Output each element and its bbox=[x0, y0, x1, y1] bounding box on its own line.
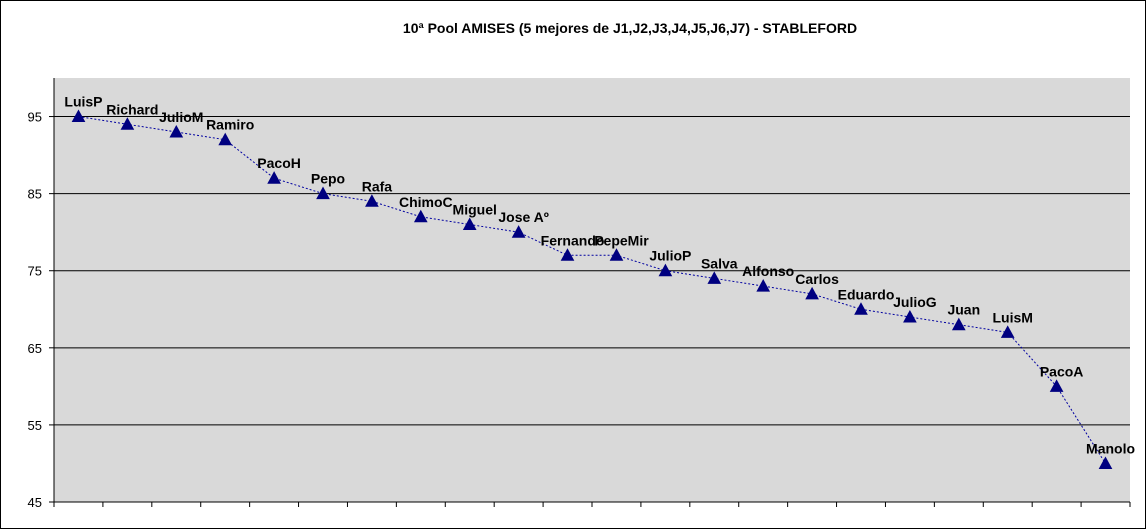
data-point-label: Manolo bbox=[1086, 440, 1135, 456]
data-point-marker bbox=[71, 109, 86, 122]
data-point-marker bbox=[316, 186, 330, 200]
data-point-label: JulioP bbox=[649, 248, 691, 264]
data-point-label: JulioG bbox=[893, 294, 937, 310]
y-tick-label: 65 bbox=[28, 341, 42, 356]
data-point-marker bbox=[854, 302, 868, 315]
data-point-label: Pepo bbox=[311, 171, 345, 187]
data-point-marker bbox=[560, 248, 575, 261]
data-point-label: JulioM bbox=[159, 109, 203, 125]
data-point-marker bbox=[218, 132, 233, 146]
plot-area bbox=[54, 78, 1130, 502]
data-point-label: Miguel bbox=[453, 201, 497, 217]
data-point-marker bbox=[1098, 456, 1113, 469]
data-point-marker bbox=[511, 225, 526, 238]
data-point-marker bbox=[805, 286, 819, 300]
data-point-label: PacoH bbox=[257, 155, 301, 171]
y-axis-ticks: 45 55 65 75 85 95 bbox=[28, 110, 54, 510]
data-point-marker bbox=[756, 279, 771, 292]
data-point-label: Rafa bbox=[362, 178, 393, 194]
data-point-label: Juan bbox=[947, 302, 980, 318]
data-point-label: Jose Aº bbox=[498, 209, 549, 225]
data-point-label: Fernando bbox=[541, 232, 605, 248]
data-point-marker bbox=[169, 124, 184, 138]
data-point-marker bbox=[365, 194, 379, 207]
data-point-label: Carlos bbox=[795, 271, 839, 287]
data-point-label: Richard bbox=[106, 101, 158, 117]
data-point-marker bbox=[1049, 379, 1064, 392]
data-point-marker bbox=[658, 263, 673, 277]
chart-title: 10ª Pool AMISES (5 mejores de J1,J2,J3,J… bbox=[402, 20, 858, 36]
y-tick-label: 45 bbox=[28, 495, 42, 510]
series-line bbox=[78, 116, 1106, 464]
data-point-marker bbox=[120, 117, 135, 130]
data-point-marker bbox=[1000, 325, 1015, 338]
data-point-label: Ramiro bbox=[206, 117, 254, 133]
gridlines bbox=[54, 116, 1130, 426]
data-point-label: Alfonso bbox=[742, 263, 794, 279]
data-point-marker bbox=[609, 248, 624, 261]
data-point-label: PepeMir bbox=[594, 232, 649, 248]
data-point-marker bbox=[267, 171, 281, 184]
data-point-marker bbox=[462, 217, 477, 230]
y-tick-label: 85 bbox=[28, 187, 42, 202]
data-series bbox=[71, 109, 1113, 469]
y-tick-label: 55 bbox=[28, 418, 42, 433]
data-point-label: Salva bbox=[701, 255, 738, 271]
data-point-marker bbox=[707, 271, 722, 284]
data-point-marker bbox=[413, 209, 428, 223]
data-point-label: ChimoC bbox=[399, 194, 453, 210]
axes bbox=[53, 78, 1131, 507]
data-point-label: LuisP bbox=[64, 94, 102, 110]
y-tick-label: 75 bbox=[28, 264, 42, 279]
data-point-marker bbox=[903, 309, 917, 323]
data-point-label: LuisM bbox=[993, 309, 1033, 325]
data-point-label: Eduardo bbox=[838, 286, 895, 302]
data-point-label: PacoA bbox=[1040, 363, 1084, 379]
data-point-marker bbox=[951, 317, 966, 331]
y-tick-label: 95 bbox=[28, 110, 42, 125]
point-labels: LuisP Richard JulioM Ramiro PacoH Pepo Rafa Chi… bbox=[64, 94, 1135, 457]
